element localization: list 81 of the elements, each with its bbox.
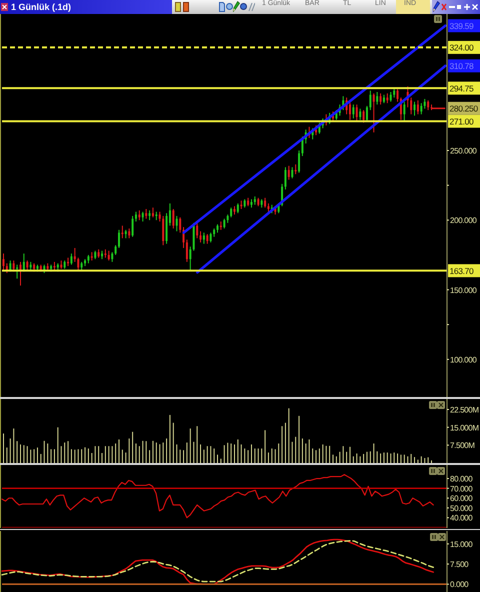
y-tick-label: 250.000 <box>450 146 478 156</box>
candlestick <box>121 225 124 239</box>
candlestick <box>264 197 266 208</box>
candlestick <box>162 215 164 246</box>
candlestick <box>223 218 226 229</box>
y-tick-label: 40.000 <box>450 514 474 523</box>
candlestick <box>386 92 388 104</box>
candlestick <box>380 92 382 106</box>
candlestick <box>132 215 134 238</box>
candlestick <box>2 253 4 271</box>
data-label: 310.78 <box>450 61 474 72</box>
candlestick <box>356 104 358 122</box>
y-tick-label: 7.500 <box>450 560 470 570</box>
candlestick <box>236 202 239 214</box>
ref-line-label: 271.00 <box>450 116 474 126</box>
candlestick <box>114 244 117 256</box>
candlestick <box>172 208 174 229</box>
candlestick <box>128 228 130 239</box>
candlestick <box>176 215 178 232</box>
candlestick <box>393 87 396 98</box>
y-tick-label: 22.500M <box>450 405 480 414</box>
candlestick <box>352 104 354 119</box>
candlestick <box>148 210 151 221</box>
candlestick <box>366 105 368 122</box>
y-tick-label: 50.000 <box>450 504 474 513</box>
candlestick <box>403 101 406 122</box>
candlestick <box>390 91 392 102</box>
candlestick <box>26 260 28 271</box>
y-tick-label: 150.000 <box>450 286 478 295</box>
candlestick <box>298 150 300 174</box>
candlestick <box>230 207 232 218</box>
y-tick-label: 7.500M <box>450 441 476 450</box>
y-tick-label: 0.000 <box>450 580 470 590</box>
y-tick-label: 80.000 <box>450 474 474 484</box>
candlestick <box>284 166 286 190</box>
ref-line-label: 294.75 <box>450 83 474 94</box>
line-series <box>1 474 434 518</box>
candlestick <box>420 102 422 115</box>
candlestick <box>134 211 137 222</box>
ref-line-label: 163.70 <box>450 266 474 276</box>
ref-line-label: 324.00 <box>450 42 474 53</box>
candlestick <box>294 164 297 175</box>
candlestick <box>362 110 365 124</box>
candlestick <box>108 250 110 262</box>
candlestick <box>288 165 290 180</box>
candlestick <box>118 229 120 248</box>
candlestick <box>396 88 399 102</box>
candlestick <box>145 208 148 220</box>
y-tick-label: 60.000 <box>450 494 474 504</box>
candlestick <box>414 101 416 116</box>
chart-title: 1 Günlük (.1d) <box>11 1 72 13</box>
candlestick <box>410 97 412 115</box>
candlestick <box>196 222 198 239</box>
y-tick-label: 100.000 <box>450 355 478 364</box>
candlestick <box>372 92 375 133</box>
candlestick <box>152 207 154 218</box>
candlestick <box>138 210 140 221</box>
y-tick-label: 70.000 <box>450 484 474 494</box>
candlestick <box>301 136 304 157</box>
candlestick <box>186 239 188 262</box>
candlestick <box>70 253 72 266</box>
y-tick-label: 15.000M <box>450 423 480 432</box>
data-label: 339.59 <box>450 20 474 31</box>
candlestick <box>416 100 419 115</box>
candlestick <box>200 230 202 243</box>
y-tick-label: 15.000 <box>450 540 474 549</box>
candlestick <box>210 232 212 243</box>
candlestick <box>111 252 114 262</box>
y-tick-label: 200.000 <box>450 216 478 226</box>
candlestick <box>369 90 372 111</box>
candlestick <box>206 234 208 244</box>
candlestick <box>348 101 351 120</box>
candlestick <box>359 108 362 120</box>
candlestick <box>16 264 18 280</box>
candlestick <box>291 166 294 179</box>
candlestick <box>427 100 430 111</box>
candlestick <box>142 211 144 222</box>
candlestick <box>179 216 182 234</box>
annotation: 280.250 <box>450 104 478 114</box>
candlestick <box>202 232 205 244</box>
candlestick <box>376 91 378 106</box>
